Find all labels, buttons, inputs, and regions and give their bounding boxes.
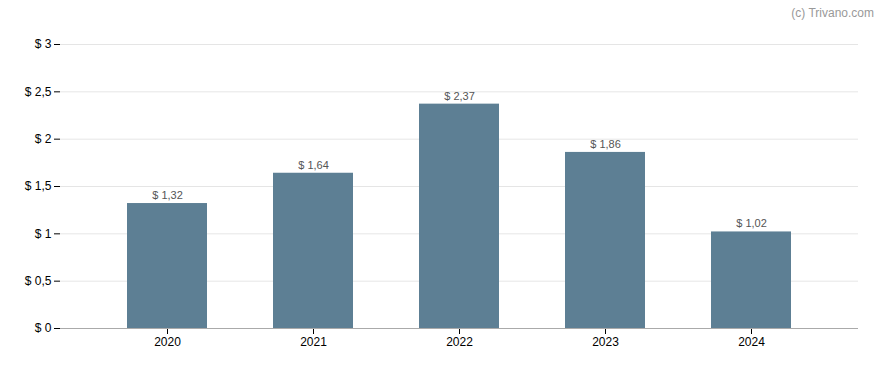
svg-text:$ 1,5: $ 1,5 [25,179,52,193]
svg-text:2023: 2023 [592,335,619,349]
svg-text:$ 0,5: $ 0,5 [25,274,52,288]
svg-text:$ 1,86: $ 1,86 [590,138,621,150]
svg-text:$ 1,02: $ 1,02 [736,217,767,229]
svg-text:$ 1: $ 1 [35,227,52,241]
svg-text:2020: 2020 [154,335,181,349]
svg-text:$ 1,32: $ 1,32 [152,189,183,201]
svg-text:2021: 2021 [300,335,327,349]
html-text:(c) Trivano.com: (c) Trivano.com [791,6,874,20]
svg-text:2022: 2022 [446,335,473,349]
svg-text:$ 1,64: $ 1,64 [298,159,329,171]
svg-text:$ 2: $ 2 [35,132,52,146]
svg-text:$ 2,5: $ 2,5 [25,85,52,99]
svg-text:$ 0: $ 0 [35,321,52,335]
svg-text:$ 3: $ 3 [35,37,52,51]
svg-text:$ 2,37: $ 2,37 [444,90,475,102]
svg-text:2024: 2024 [738,335,765,349]
